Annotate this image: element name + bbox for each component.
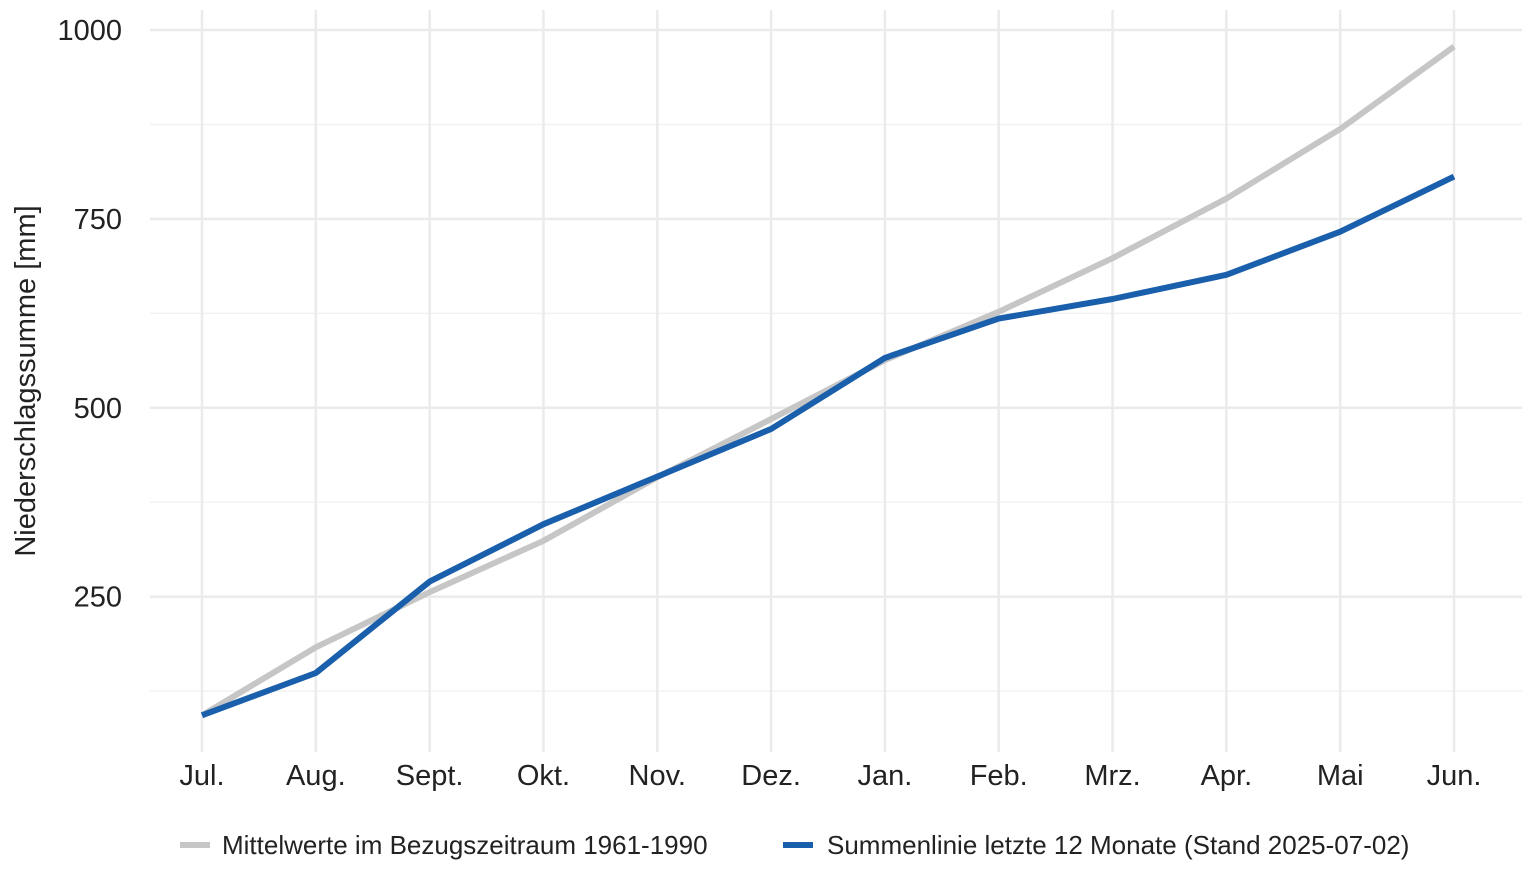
legend-label-sum: Summenlinie letzte 12 Monate (Stand 2025… [827,830,1409,860]
x-tick-label: Mrz. [1084,760,1140,792]
y-tick-label: 1000 [57,15,122,47]
x-tick-label: Sept. [396,760,464,792]
x-tick-label: Jun. [1427,760,1482,792]
x-tick-label: Okt. [517,760,570,792]
series-lines [200,44,1456,719]
y-axis-ticks: 250 500 750 1000 [57,15,122,614]
grid [150,10,1522,752]
x-tick-label: Dez. [741,760,801,792]
x-axis-ticks: Jul. Aug. Sept. Okt. Nov. Dez. Jan. Feb. Mrz. Apr… [179,760,1481,792]
series-line-sum [200,173,1456,719]
x-tick-label: Jan. [857,760,912,792]
x-tick-label: Mai [1317,760,1364,792]
x-tick-label: Aug. [286,760,346,792]
y-axis-label: Niederschlagssumme [mm] [10,205,42,556]
y-tick-label: 250 [74,582,122,614]
x-tick-label: Feb. [970,760,1028,792]
legend-label-mean: Mittelwerte im Bezugszeitraum 1961-1990 [222,830,708,860]
y-tick-label: 750 [74,204,122,236]
x-tick-label: Apr. [1201,760,1253,792]
legend: Mittelwerte im Bezugszeitraum 1961-1990 … [180,830,1409,860]
y-tick-label: 500 [74,393,122,425]
x-tick-label: Jul. [179,760,224,792]
series-line-mean [200,44,1456,718]
x-tick-label: Nov. [629,760,686,792]
